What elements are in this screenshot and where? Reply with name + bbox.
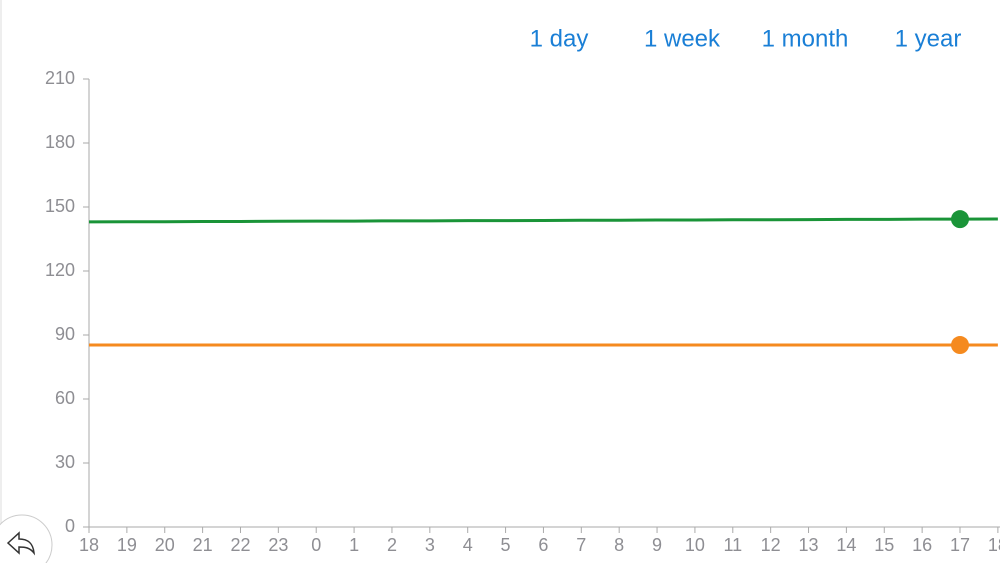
y-tick-label: 60 <box>55 388 75 408</box>
x-tick-label: 2 <box>387 535 397 555</box>
x-tick-label: 10 <box>685 535 705 555</box>
y-tick-label: 180 <box>45 132 75 152</box>
x-tick-label: 11 <box>723 535 742 555</box>
range-button[interactable]: 1 month <box>762 25 849 52</box>
x-tick-label: 20 <box>155 535 175 555</box>
x-tick-label: 23 <box>268 535 288 555</box>
y-tick-label: 120 <box>45 260 75 280</box>
range-button[interactable]: 1 week <box>644 25 721 52</box>
x-tick-label: 4 <box>463 535 473 555</box>
x-tick-label: 18 <box>79 535 99 555</box>
x-tick-label: 5 <box>501 535 511 555</box>
y-tick-label: 150 <box>45 196 75 216</box>
back-button-circle <box>0 514 53 563</box>
x-tick-label: 12 <box>761 535 781 555</box>
x-tick-label: 3 <box>425 535 435 555</box>
x-tick-label: 15 <box>874 535 894 555</box>
range-button[interactable]: 1 day <box>530 25 589 52</box>
range-button[interactable]: 1 year <box>895 25 962 52</box>
series-line <box>88 217 998 224</box>
x-tick-label: 14 <box>836 535 856 555</box>
x-tick-label: 19 <box>117 535 137 555</box>
current-marker <box>951 336 970 355</box>
x-tick-label: 0 <box>311 535 321 555</box>
back-button[interactable] <box>0 514 53 563</box>
x-tick-label: 21 <box>193 535 213 555</box>
y-tick-label: 210 <box>45 68 75 88</box>
x-tick-label: 22 <box>230 535 250 555</box>
x-tick-label: 8 <box>614 535 624 555</box>
y-tick-label: 0 <box>65 516 75 536</box>
x-tick-label: 17 <box>950 535 970 555</box>
x-tick-label: 1 <box>349 535 359 555</box>
x-tick-label: 7 <box>576 535 586 555</box>
y-tick-label: 90 <box>55 324 75 344</box>
current-marker <box>951 210 970 229</box>
back-icon <box>6 531 35 556</box>
x-tick-label: 18 <box>988 535 1000 555</box>
x-tick-label: 16 <box>912 535 932 555</box>
x-tick-label: 9 <box>652 535 662 555</box>
x-tick-label: 13 <box>799 535 819 555</box>
x-tick-label: 6 <box>538 535 548 555</box>
y-tick-label: 30 <box>55 452 75 472</box>
